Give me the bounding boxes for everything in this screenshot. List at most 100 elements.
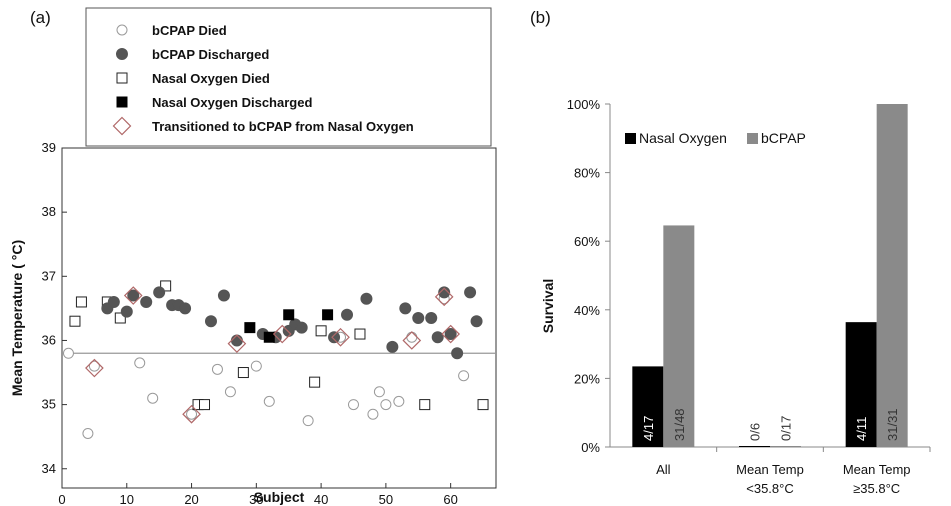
data-point [451, 347, 464, 360]
legend-swatch [747, 133, 758, 144]
legend-label: Transitioned to bCPAP from Nasal Oxygen [152, 119, 414, 134]
data-point [179, 302, 192, 315]
data-point [272, 324, 292, 344]
data-point [82, 427, 94, 439]
series-nasal-oxygen-discharged [244, 309, 334, 343]
bar-data-label: 0/17 [779, 416, 794, 441]
data-point [250, 360, 262, 372]
series-transitioned-to-bcpap-from-nasal-oxygen [85, 286, 461, 424]
legend-item: Nasal Oxygen [625, 130, 727, 146]
panel-a-y-axis-label: Mean Temperature ( °C) [9, 240, 25, 396]
data-point [224, 386, 236, 398]
x-tick-label: 30 [249, 492, 263, 506]
data-point [441, 324, 461, 344]
data-point [380, 399, 392, 411]
data-point [69, 315, 81, 327]
data-point [315, 325, 327, 337]
data-point [354, 328, 366, 340]
y-tick-label: 34 [42, 461, 56, 476]
data-point [331, 327, 350, 347]
bar [663, 225, 695, 447]
legend-label: bCPAP [761, 130, 806, 146]
x-tick-label: 50 [379, 492, 393, 506]
y-tick-label: 60% [574, 234, 600, 249]
data-point [444, 328, 457, 341]
legend-swatch [625, 133, 636, 144]
data-point [386, 340, 399, 353]
data-point [309, 376, 321, 388]
data-point [147, 392, 159, 404]
bar [632, 366, 664, 447]
data-point [477, 399, 489, 411]
legend-label: Nasal Oxygen Discharged [152, 95, 312, 110]
legend-label: Nasal Oxygen [639, 130, 727, 146]
data-point [107, 295, 120, 308]
legend-label: bCPAP Died [152, 23, 227, 38]
panel-a-points [62, 280, 489, 439]
bar [845, 322, 877, 447]
y-tick-label: 20% [574, 371, 600, 386]
data-point [114, 312, 126, 324]
bar [876, 104, 908, 447]
x-tick-label: 10 [120, 492, 134, 506]
data-point [470, 315, 483, 328]
data-point [458, 370, 470, 382]
data-point [283, 309, 295, 321]
x-tick-label: 40 [314, 492, 328, 506]
data-point [425, 312, 438, 324]
legend-label: Nasal Oxygen Died [152, 71, 270, 86]
data-point [412, 312, 425, 324]
data-point [182, 404, 201, 424]
data-point [399, 302, 412, 315]
x-tick-label: Mean Temp [736, 462, 804, 477]
x-tick-label: All [656, 462, 671, 477]
data-point [230, 334, 243, 347]
bar-data-label: 0/6 [748, 423, 763, 441]
data-point [438, 286, 451, 299]
data-point [85, 358, 104, 378]
bar-data-label: 31/48 [672, 408, 687, 441]
data-point [341, 308, 354, 321]
legend-marker [116, 48, 128, 60]
legend-marker [112, 116, 132, 136]
legend-label: bCPAP Discharged [152, 47, 269, 62]
y-tick-label: 80% [574, 166, 600, 181]
legend-item: Transitioned to bCPAP from Nasal Oxygen [112, 116, 414, 136]
data-point [244, 322, 256, 334]
data-point [367, 408, 379, 420]
data-point [419, 399, 431, 411]
y-tick-label: 35 [42, 397, 56, 412]
data-point [160, 280, 172, 292]
series-bcpap-discharged [101, 286, 483, 360]
y-tick-label: 36 [42, 332, 56, 347]
data-point [347, 399, 359, 411]
panel-a-plot-area [61, 147, 497, 489]
legend-marker [116, 96, 128, 108]
data-point [134, 357, 146, 369]
panel-b-legend: Nasal Oxygen bCPAP [625, 130, 806, 146]
data-point [186, 408, 198, 420]
data-point [217, 289, 230, 302]
panel-a-label: (a) [30, 8, 51, 27]
legend-item: Nasal Oxygen Discharged [116, 95, 312, 110]
panel-a-axes: 34 35 36 37 38 39 0 10 20 30 40 50 60 [42, 140, 496, 506]
legend-item: bCPAP Discharged [116, 47, 269, 62]
legend-item: Nasal Oxygen Died [116, 71, 270, 86]
data-point [140, 295, 153, 308]
x-tick-label: 20 [184, 492, 198, 506]
data-point [322, 309, 334, 321]
data-point [237, 367, 249, 379]
x-tick-label: 0 [58, 492, 65, 506]
data-point [360, 292, 373, 305]
y-tick-label: 37 [42, 268, 56, 283]
y-tick-label: 40% [574, 303, 600, 318]
panel-a-x-axis-label: Subject [254, 489, 305, 505]
data-point [295, 321, 308, 334]
data-point [227, 334, 247, 354]
legend-item: bCPAP Died [116, 23, 227, 38]
data-point [373, 386, 385, 398]
legend-marker [116, 24, 128, 36]
data-point [199, 399, 211, 411]
x-tick-label: ≥35.8°C [853, 481, 900, 496]
